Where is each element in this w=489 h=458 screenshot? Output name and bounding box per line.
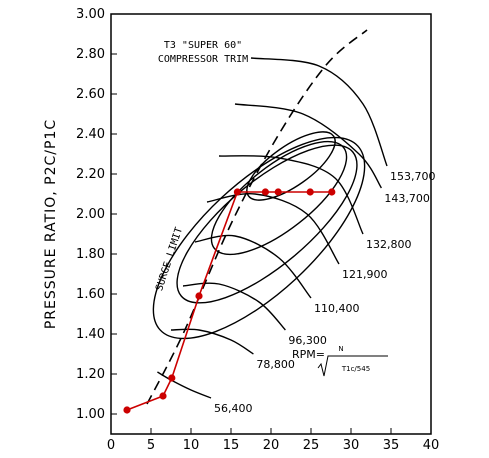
operating-point [328, 188, 336, 196]
y-tick-label: 1.00 [76, 407, 105, 422]
x-tick-label: 30 [343, 438, 360, 453]
x-tick-label: 40 [423, 438, 440, 453]
x-tick-label: 35 [383, 438, 400, 453]
efficiency-contour [246, 131, 336, 201]
operating-point [306, 188, 314, 196]
speed-line [170, 328, 254, 355]
plot-frame [110, 13, 432, 435]
speed-line [234, 103, 382, 189]
y-tick-label: 2.80 [76, 47, 105, 62]
operating-line [126, 191, 332, 411]
y-tick-label: 1.80 [76, 247, 105, 262]
rpm-denominator: T1c/545 [341, 365, 370, 373]
operating-point [274, 188, 282, 196]
speed-line-label: 143,700 [384, 192, 430, 205]
efficiency-contour [210, 140, 348, 256]
speed-line-label: 96,300 [288, 334, 327, 347]
x-tick-label: 20 [263, 438, 280, 453]
rpm-prefix: RPM= [292, 348, 325, 361]
speed-line-label: 110,400 [314, 302, 360, 315]
speed-line [206, 193, 340, 265]
x-tick-label: 10 [183, 438, 200, 453]
x-tick-label: 25 [303, 438, 320, 453]
speed-line [250, 57, 388, 167]
chart-title: T3 "SUPER 60" [164, 40, 242, 51]
operating-point [195, 292, 203, 300]
rpm-numerator: N [338, 345, 343, 353]
operating-point [233, 188, 241, 196]
y-axis-label: PRESSURE RATIO, P2C/P1C [43, 119, 59, 329]
speed-line-label: 121,900 [342, 268, 388, 281]
speed-line [218, 155, 364, 235]
operating-point [123, 406, 131, 414]
y-tick-label: 3.00 [76, 7, 105, 22]
operating-point [159, 392, 167, 400]
y-tick-label: 1.40 [76, 327, 105, 342]
speed-line-label: 132,800 [366, 238, 412, 251]
y-tick-label: 2.40 [76, 127, 105, 142]
chart-subtitle: COMPRESSOR TRIM [158, 54, 248, 65]
y-tick-label: 1.60 [76, 287, 105, 302]
y-tick-label: 2.20 [76, 167, 105, 182]
y-tick-label: 1.20 [76, 367, 105, 382]
speed-line-label: 78,800 [256, 358, 295, 371]
rpm-sqrt-sign [317, 355, 388, 377]
speed-line-label: 56,400 [214, 402, 253, 415]
surge-limit-line [146, 29, 368, 405]
operating-point [168, 374, 176, 382]
x-tick-label: 0 [107, 438, 115, 453]
x-tick-label: 15 [223, 438, 240, 453]
efficiency-contour [152, 136, 366, 340]
rpm-formula: RPM= N T1c/545 [292, 345, 388, 377]
speed-line [194, 234, 312, 299]
ticks-layer: 0 5 10 15 20 25 30 35 40 1.00 1.20 1.40 1.60 1.80 2.00… [76, 7, 439, 453]
map-layer: 56,400 78,800 96,300 110,400 121,900 132,800 1… [146, 29, 436, 415]
surge-limit-label: SURGE LIMIT [154, 226, 185, 292]
data-layer [123, 188, 336, 414]
speed-line-label: 153,700 [390, 170, 436, 183]
x-tick-label: 5 [147, 438, 155, 453]
operating-point [261, 188, 269, 196]
y-tick-label: 2.00 [76, 207, 105, 222]
y-tick-label: 2.60 [76, 87, 105, 102]
